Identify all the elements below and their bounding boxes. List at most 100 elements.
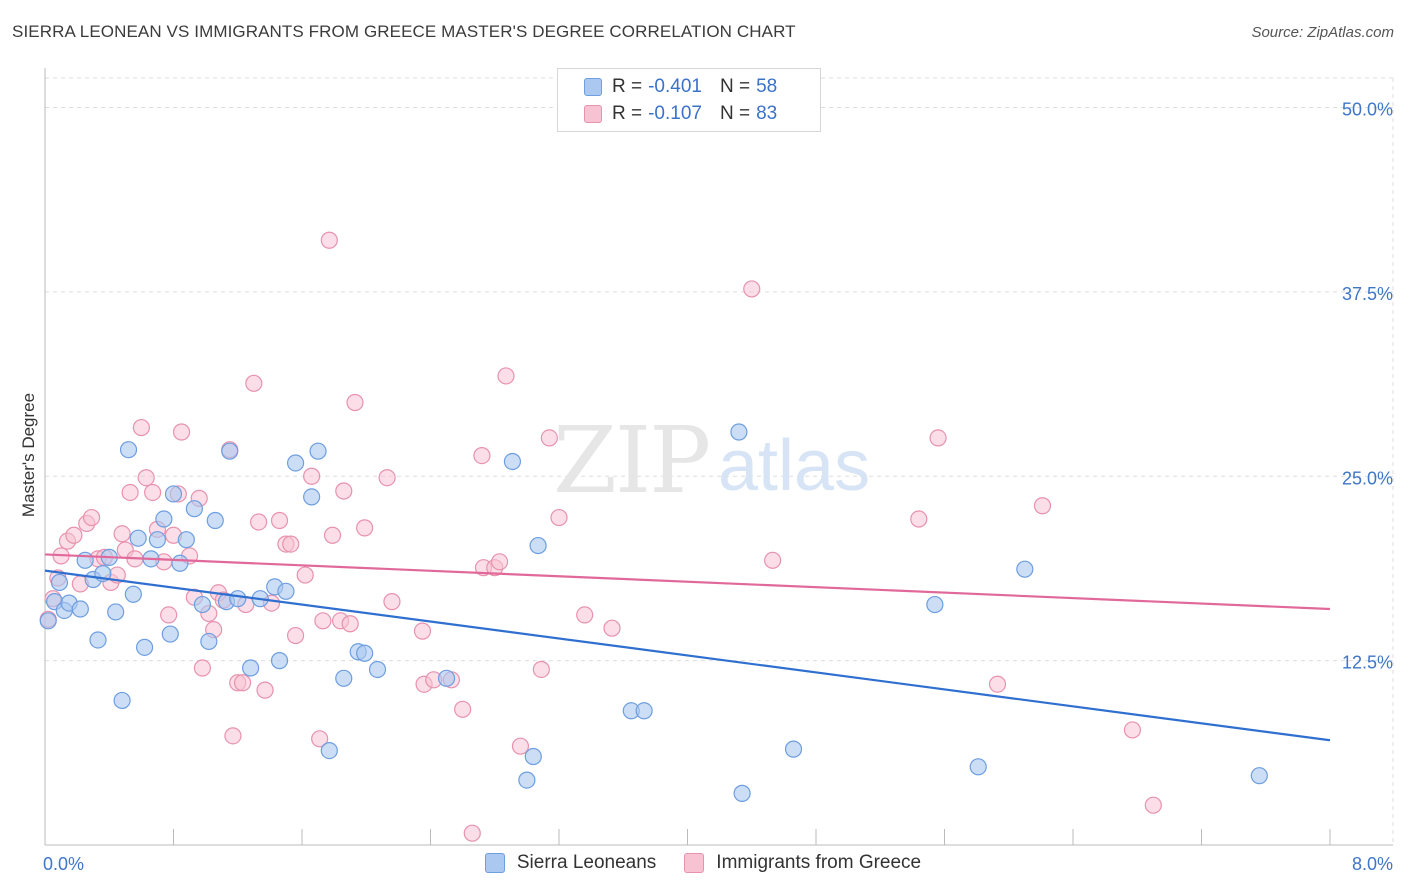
point-sierra-leoneans[interactable] (270, 652, 289, 670)
point-sierra-leoneans[interactable] (135, 638, 154, 656)
point-immigrants-from-greece[interactable] (320, 231, 338, 249)
point-immigrants-from-greece[interactable] (65, 526, 83, 544)
point-immigrants-from-greece[interactable] (473, 447, 491, 465)
point-sierra-leoneans[interactable] (335, 669, 353, 687)
point-immigrants-from-greece[interactable] (532, 660, 550, 679)
point-immigrants-from-greece[interactable] (1123, 721, 1142, 739)
point-immigrants-from-greece[interactable] (378, 469, 396, 487)
point-sierra-leoneans[interactable] (926, 595, 944, 614)
point-sierra-leoneans[interactable] (193, 595, 212, 614)
point-immigrants-from-greece[interactable] (988, 675, 1007, 693)
point-immigrants-from-greece[interactable] (743, 280, 761, 298)
point-immigrants-from-greece[interactable] (193, 659, 212, 677)
point-immigrants-from-greece[interactable] (144, 483, 162, 502)
point-immigrants-from-greece[interactable] (172, 423, 191, 441)
point-sierra-leoneans[interactable] (524, 747, 542, 766)
point-immigrants-from-greece[interactable] (1033, 497, 1052, 515)
point-sierra-leoneans[interactable] (309, 442, 327, 460)
point-immigrants-from-greece[interactable] (1144, 796, 1162, 814)
point-sierra-leoneans[interactable] (242, 659, 260, 677)
point-immigrants-from-greece[interactable] (413, 622, 432, 640)
point-immigrants-from-greece[interactable] (282, 535, 300, 553)
point-sierra-leoneans[interactable] (164, 485, 183, 503)
point-immigrants-from-greece[interactable] (296, 566, 314, 584)
point-sierra-leoneans[interactable] (39, 612, 57, 630)
point-immigrants-from-greece[interactable] (137, 469, 155, 487)
point-immigrants-from-greece[interactable] (576, 606, 594, 624)
point-sierra-leoneans[interactable] (635, 702, 653, 720)
point-sierra-leoneans[interactable] (503, 452, 522, 471)
point-sierra-leoneans[interactable] (76, 551, 94, 569)
point-immigrants-from-greece[interactable] (270, 511, 289, 530)
point-sierra-leoneans[interactable] (529, 536, 547, 555)
point-immigrants-from-greece[interactable] (286, 626, 305, 645)
point-immigrants-from-greece[interactable] (335, 482, 353, 500)
point-immigrants-from-greece[interactable] (113, 525, 131, 543)
point-immigrants-from-greece[interactable] (160, 606, 178, 624)
point-sierra-leoneans[interactable] (200, 632, 218, 651)
point-immigrants-from-greece[interactable] (311, 730, 329, 748)
point-sierra-leoneans[interactable] (71, 600, 89, 618)
point-immigrants-from-greece[interactable] (490, 553, 509, 571)
point-sierra-leoneans[interactable] (129, 529, 147, 547)
point-immigrants-from-greece[interactable] (341, 615, 359, 633)
point-sierra-leoneans[interactable] (148, 531, 167, 549)
point-sierra-leoneans[interactable] (89, 631, 107, 649)
point-sierra-leoneans[interactable] (161, 625, 179, 643)
point-sierra-leoneans[interactable] (155, 510, 173, 528)
point-immigrants-from-greece[interactable] (497, 367, 515, 385)
point-immigrants-from-greece[interactable] (256, 681, 274, 699)
point-sierra-leoneans[interactable] (356, 644, 374, 662)
point-immigrants-from-greece[interactable] (463, 824, 481, 842)
point-immigrants-from-greece[interactable] (454, 700, 472, 718)
point-immigrants-from-greece[interactable] (511, 737, 530, 755)
point-sierra-leoneans[interactable] (437, 669, 456, 687)
point-immigrants-from-greece[interactable] (550, 508, 568, 527)
point-immigrants-from-greece[interactable] (910, 510, 928, 528)
point-immigrants-from-greece[interactable] (121, 483, 139, 502)
point-sierra-leoneans[interactable] (518, 771, 536, 789)
point-sierra-leoneans[interactable] (206, 511, 224, 530)
point-sierra-leoneans[interactable] (368, 660, 387, 679)
point-immigrants-from-greece[interactable] (233, 674, 252, 692)
point-sierra-leoneans[interactable] (784, 740, 803, 758)
point-sierra-leoneans[interactable] (1250, 767, 1268, 785)
point-sierra-leoneans[interactable] (303, 488, 321, 506)
point-sierra-leoneans[interactable] (286, 454, 305, 472)
point-sierra-leoneans[interactable] (107, 603, 125, 621)
point-sierra-leoneans[interactable] (969, 758, 987, 776)
point-immigrants-from-greece[interactable] (314, 612, 332, 630)
legend-item-sierra-leoneans[interactable]: Sierra Leoneans (484, 852, 656, 874)
point-sierra-leoneans[interactable] (113, 691, 131, 710)
point-immigrants-from-greece[interactable] (383, 593, 401, 611)
point-immigrants-from-greece[interactable] (346, 393, 364, 412)
source-label: Source: ZipAtlas.com (1251, 24, 1394, 41)
point-sierra-leoneans[interactable] (119, 441, 138, 459)
point-immigrants-from-greece[interactable] (603, 619, 621, 637)
point-immigrants-from-greece[interactable] (250, 513, 268, 531)
point-immigrants-from-greece[interactable] (356, 519, 374, 537)
point-sierra-leoneans[interactable] (730, 423, 748, 441)
point-sierra-leoneans[interactable] (221, 442, 239, 460)
point-immigrants-from-greece[interactable] (323, 526, 342, 544)
r-label: R = (612, 76, 643, 97)
point-immigrants-from-greece[interactable] (929, 429, 947, 447)
point-sierra-leoneans[interactable] (171, 554, 189, 572)
point-immigrants-from-greece[interactable] (764, 551, 782, 569)
point-sierra-leoneans[interactable] (320, 741, 338, 760)
point-sierra-leoneans[interactable] (229, 590, 247, 608)
point-sierra-leoneans[interactable] (185, 500, 203, 518)
point-immigrants-from-greece[interactable] (540, 429, 558, 447)
point-sierra-leoneans[interactable] (1016, 560, 1034, 578)
point-sierra-leoneans[interactable] (50, 573, 69, 592)
point-sierra-leoneans[interactable] (124, 585, 142, 603)
legend-item-immigrants-from-greece[interactable]: Immigrants from Greece (684, 852, 921, 874)
point-immigrants-from-greece[interactable] (224, 727, 242, 745)
point-sierra-leoneans[interactable] (277, 582, 295, 600)
point-immigrants-from-greece[interactable] (132, 418, 150, 437)
point-immigrants-from-greece[interactable] (303, 467, 321, 485)
point-sierra-leoneans[interactable] (733, 784, 751, 802)
point-immigrants-from-greece[interactable] (82, 508, 101, 527)
point-immigrants-from-greece[interactable] (245, 374, 263, 392)
point-sierra-leoneans[interactable] (177, 531, 195, 549)
